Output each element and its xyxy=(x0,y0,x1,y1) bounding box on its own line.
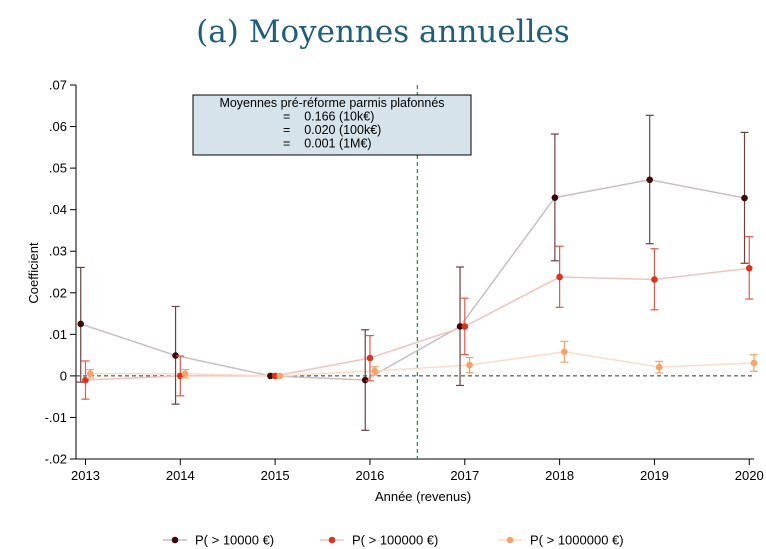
x-tick-label: 2015 xyxy=(261,468,290,483)
y-tick-label: .02 xyxy=(49,285,67,300)
series-line-1 xyxy=(80,178,745,381)
y-tick-label: 0 xyxy=(60,368,67,383)
y-tick-label: .06 xyxy=(49,119,67,134)
data-point-2 xyxy=(556,273,563,281)
legend-marker-2 xyxy=(328,536,336,544)
x-axis-label: Année (revenus) xyxy=(375,489,471,504)
y-tick-label: .01 xyxy=(49,327,67,342)
series-line-3 xyxy=(90,351,755,377)
data-point-1 xyxy=(172,352,179,359)
data-point-2 xyxy=(461,323,469,330)
data-point-2 xyxy=(651,276,658,283)
data-point-3 xyxy=(561,348,568,356)
y-axis-label: Coefficient xyxy=(26,242,41,304)
plot-area: -.02 -.01 0 .01 .02 .03 .04 .05 .06 .07 2013 2014 20… xyxy=(45,78,764,484)
legend: P( > 10000 €) P( > 100000 €) P( > 1000000 … xyxy=(163,533,624,548)
data-point-3 xyxy=(371,367,378,375)
data-point-1 xyxy=(361,376,369,384)
y-tick-label: .03 xyxy=(49,244,67,259)
legend-marker-1 xyxy=(171,536,179,544)
series-line-2 xyxy=(85,267,750,381)
note-line-1: Moyennes pré-réforme parmis plafonnés xyxy=(219,96,444,110)
y-tick-label: .07 xyxy=(49,78,67,93)
data-point-3 xyxy=(181,370,189,378)
data-point-2 xyxy=(745,264,753,272)
note-line-3: = 0.020 (100k€) xyxy=(283,123,381,137)
x-tick-label: 2017 xyxy=(450,468,479,483)
data-point-3 xyxy=(86,370,94,378)
x-tick-label: 2016 xyxy=(355,468,384,483)
data-point-1 xyxy=(456,323,464,330)
data-point-3 xyxy=(750,359,758,367)
data-point-3 xyxy=(466,361,473,369)
y-tick-label: .04 xyxy=(49,202,67,217)
x-tick-label: 2013 xyxy=(71,468,100,483)
legend-label-1: P( > 10000 €) xyxy=(195,533,274,548)
y-tick-label: .05 xyxy=(49,161,67,176)
data-point-1 xyxy=(267,372,274,380)
data-point-2 xyxy=(271,372,279,380)
y-tick-label: -.02 xyxy=(45,452,67,467)
legend-label-3: P( > 1000000 €) xyxy=(530,533,624,548)
note-line-4: = 0.001 (1M€) xyxy=(283,137,372,151)
note-box xyxy=(192,94,472,156)
x-tick-label: 2019 xyxy=(640,468,669,483)
pre-reform-means-note: Moyennes pré-réforme parmis plafonnés= 0… xyxy=(192,94,472,156)
x-tick-label: 2018 xyxy=(545,468,574,483)
legend-label-2: P( > 100000 €) xyxy=(352,533,438,548)
data-point-1 xyxy=(646,176,653,184)
data-point-3 xyxy=(655,363,663,371)
data-point-3 xyxy=(276,372,284,380)
y-tick-label: -.01 xyxy=(45,410,67,425)
legend-marker-3 xyxy=(506,536,514,544)
x-tick-label: 2020 xyxy=(735,468,764,483)
data-point-1 xyxy=(77,320,85,328)
data-point-2 xyxy=(366,354,374,362)
note-line-2: = 0.166 (10k€) xyxy=(283,110,374,124)
chart-title: (a) Moyennes annuelles xyxy=(196,14,570,50)
data-point-1 xyxy=(741,194,748,202)
x-tick-label: 2014 xyxy=(166,468,195,483)
data-point-1 xyxy=(551,194,559,201)
